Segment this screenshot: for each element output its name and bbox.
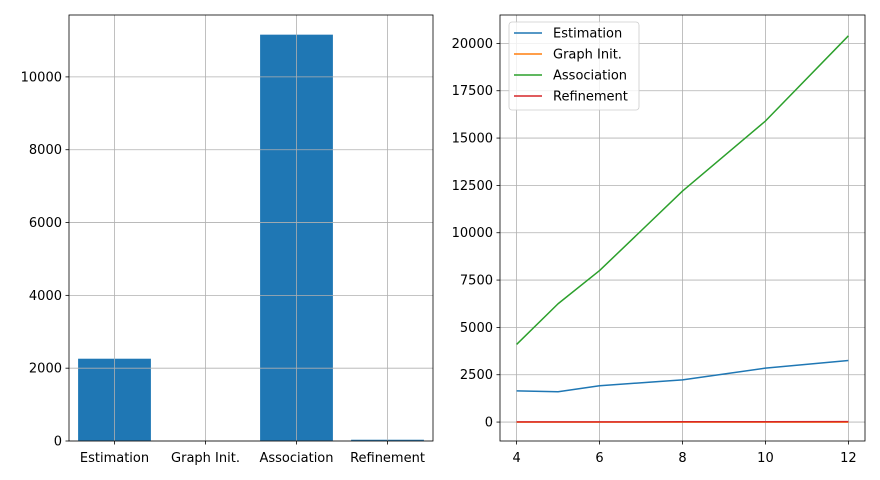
- y-tick-label: 5000: [460, 321, 493, 336]
- legend-box: [508, 21, 640, 111]
- y-tick-label: 20000: [452, 37, 493, 52]
- line-chart: 0 2500 5000 7500 10000 12500 15000 17500 20000 4 6…: [452, 14, 866, 466]
- y-tick-label: 0: [485, 416, 493, 431]
- legend-label: Graph Init.: [553, 48, 622, 63]
- axes-frame: [68, 14, 434, 442]
- legend-label: Refinement: [553, 90, 628, 105]
- y-tick-label: 10000: [21, 70, 62, 85]
- legend-label: Estimation: [553, 27, 622, 42]
- y-tick-label: 0: [54, 435, 62, 450]
- x-tick-label: Refinement: [350, 451, 425, 466]
- legend-label: Association: [553, 69, 627, 84]
- y-tick-label: 6000: [29, 216, 62, 231]
- bar-chart: 0 2000 4000 6000 8000 10000 Estimation Graph In…: [21, 14, 434, 466]
- x-tick-label: Graph Init.: [171, 451, 240, 466]
- y-tick-label: 17500: [452, 84, 493, 99]
- x-tick-label: 6: [595, 451, 603, 466]
- x-tick-label: 12: [840, 451, 857, 466]
- legend: Estimation Graph Init. Association Refineme…: [508, 21, 640, 111]
- x-tick-label: 4: [512, 451, 520, 466]
- x-tick-label: Association: [259, 451, 333, 466]
- series-line: [516, 35, 849, 345]
- y-tick-label: 10000: [452, 226, 493, 241]
- x-tick-label: 10: [757, 451, 774, 466]
- y-tick-label: 7500: [460, 274, 493, 289]
- x-tick-label: 8: [678, 451, 686, 466]
- x-tick-label: Estimation: [80, 451, 149, 466]
- y-tick-label: 2500: [460, 368, 493, 383]
- y-tick-label: 12500: [452, 179, 493, 194]
- y-tick-label: 4000: [29, 289, 62, 304]
- y-tick-label: 15000: [452, 132, 493, 147]
- y-tick-label: 2000: [29, 362, 62, 377]
- series-line: [516, 359, 849, 393]
- y-tick-label: 8000: [29, 143, 62, 158]
